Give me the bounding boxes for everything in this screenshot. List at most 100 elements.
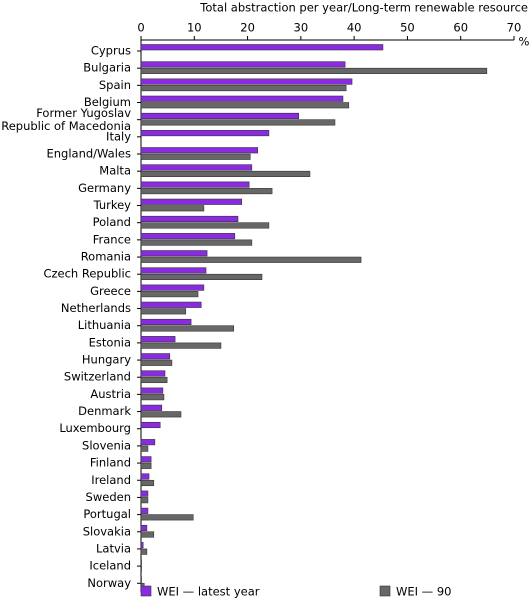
bar [140,170,311,177]
bar [140,490,149,497]
y-tick-label: France [93,232,131,246]
bar [140,198,243,205]
x-tick-label: 60 [453,21,468,35]
bar [140,301,202,308]
bar [140,565,142,572]
bar [140,239,253,246]
y-tick-label: Spain [99,78,131,92]
bar [140,147,258,154]
y-tick-label: Germany [78,181,131,195]
bar [140,559,142,566]
bar [140,342,222,349]
y-tick-label: Malta [99,164,131,178]
bar [140,267,207,274]
bar [140,273,263,281]
x-tick-label: 0 [137,21,144,35]
bar [140,404,163,411]
x-tick-label: 50 [400,21,415,35]
y-tick-label: Portugal [83,507,131,521]
y-tick-label: Poland [93,215,131,229]
bar [140,130,270,137]
bar [140,394,165,401]
bar [140,188,273,195]
bar [140,181,250,188]
legend-label: WEI — latest year [157,585,260,599]
x-tick-label: 40 [347,21,362,35]
bar [140,359,173,366]
bar [140,421,161,429]
y-tick-label: Cyprus [91,44,131,58]
bar [140,95,344,102]
y-tick-label: Luxembourg [59,421,131,435]
y-tick-label: Ireland [91,473,131,487]
bar [140,153,251,160]
bar [140,473,150,480]
bar [140,44,384,51]
y-tick-label: Greece [90,284,131,298]
x-unit: % [519,35,530,49]
legend-swatch [379,585,391,597]
bar [140,524,148,532]
x-tick-label: 10 [187,21,202,35]
bar [140,112,300,119]
bar [140,456,152,463]
y-tick-label: Turkey [93,198,132,212]
bar [140,102,350,109]
bar [140,445,149,452]
bar [140,548,148,555]
bar [140,336,176,343]
y-tick-label: Denmark [78,404,131,418]
bar [140,542,144,549]
x-tick-label: 30 [294,21,309,35]
y-tick-label: Former Yugoslav Republic of Macedonia [1,106,131,133]
bar [140,291,199,298]
y-tick-label: Latvia [96,541,131,555]
y-tick-label: Estonia [89,335,131,349]
bar [140,215,239,222]
bar [140,353,171,360]
y-tick-label: Italy [106,129,131,143]
bar [140,284,205,291]
y-tick-label: Iceland [89,559,131,573]
y-tick-label: Sweden [86,490,131,504]
y-tick-label: Austria [90,387,131,401]
bar [140,462,152,469]
y-tick-label: Czech Republic [43,267,131,281]
x-tick-label: 70 [507,21,522,35]
bar [140,222,270,229]
y-tick-label: Finland [90,456,131,470]
bar [140,531,155,538]
bar [140,233,236,240]
y-tick-label: Netherlands [61,301,131,315]
bar [140,411,182,418]
y-tick-label: Lithuania [78,318,131,332]
bar [140,164,253,171]
bar [140,119,336,126]
bar [140,256,362,263]
bar [140,387,164,394]
y-tick-label: Bulgaria [83,61,131,75]
bar [140,325,235,332]
bar [140,85,347,92]
y-tick-label: Hungary [82,353,131,367]
bar [140,514,194,521]
y-tick-label: Slovenia [82,438,131,452]
bar [140,370,166,377]
bar [140,497,149,504]
y-tick-label: Norway [87,576,131,590]
y-tick-label: Switzerland [64,370,131,384]
bar [140,318,192,326]
bar [140,439,156,446]
bar [140,376,168,384]
bar [140,78,353,85]
legend-swatch [140,585,152,597]
bar [140,576,142,583]
legend-label: WEI — 90 [396,585,451,599]
y-tick-label: Romania [81,250,131,264]
x-tick-label: 20 [240,21,255,35]
bar [140,308,187,315]
y-tick-label: Slovakia [83,524,131,538]
bar [140,67,488,74]
bar [140,479,155,487]
